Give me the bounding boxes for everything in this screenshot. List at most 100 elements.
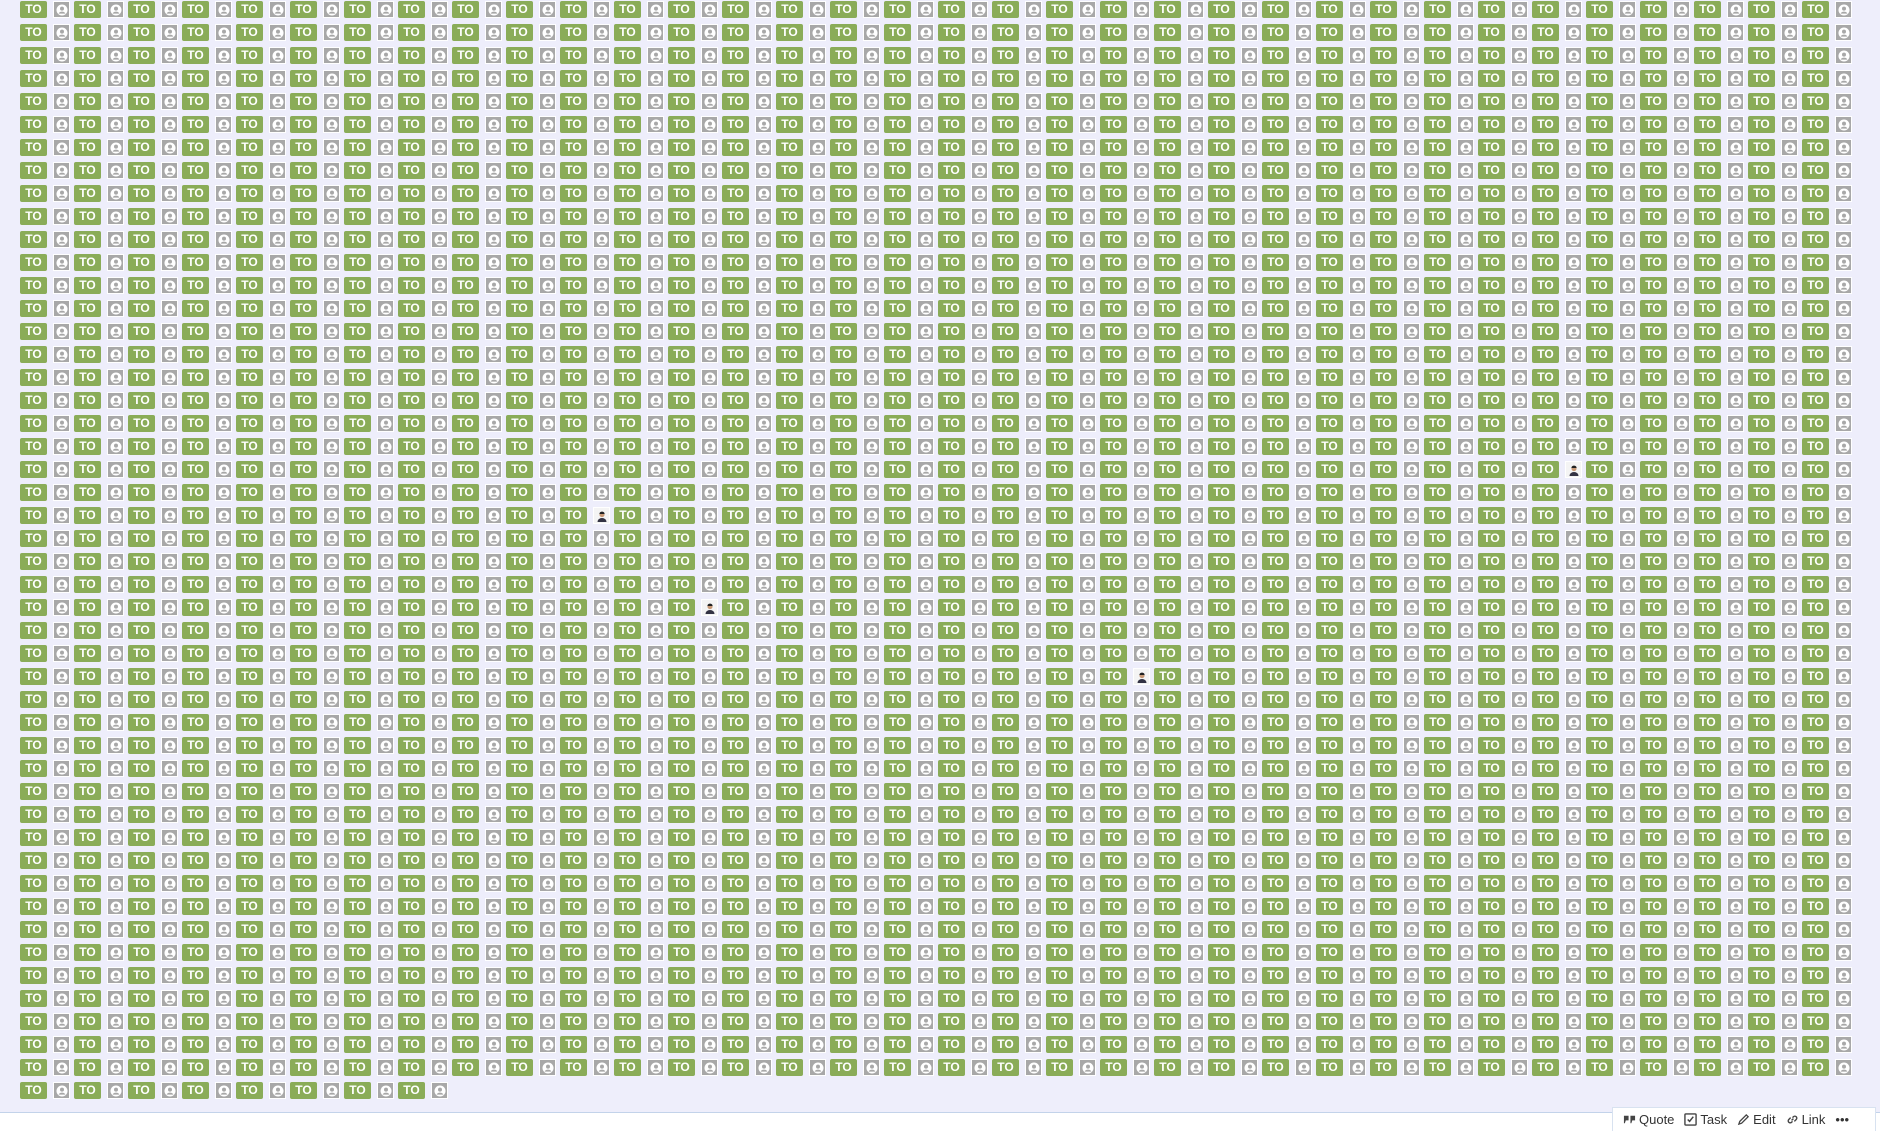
assignee-badge[interactable]: TO <box>1694 691 1721 708</box>
assignee-badge[interactable]: TO <box>1640 162 1667 179</box>
assignee-badge[interactable]: TO <box>1640 507 1667 524</box>
default-avatar-icon[interactable] <box>1781 576 1798 593</box>
default-avatar-icon[interactable] <box>431 852 448 869</box>
default-avatar-icon[interactable] <box>53 1013 70 1030</box>
default-avatar-icon[interactable] <box>377 806 394 823</box>
default-avatar-icon[interactable] <box>863 967 880 984</box>
assignee-badge[interactable]: TO <box>20 553 47 570</box>
default-avatar-icon[interactable] <box>1619 599 1636 616</box>
default-avatar-icon[interactable] <box>53 553 70 570</box>
default-avatar-icon[interactable] <box>1457 875 1474 892</box>
default-avatar-icon[interactable] <box>269 139 286 156</box>
assignee-badge[interactable]: TO <box>1748 783 1775 800</box>
default-avatar-icon[interactable] <box>269 1059 286 1076</box>
assignee-badge[interactable]: TO <box>560 254 587 271</box>
default-avatar-icon[interactable] <box>701 323 718 340</box>
default-avatar-icon[interactable] <box>1781 967 1798 984</box>
default-avatar-icon[interactable] <box>1403 599 1420 616</box>
default-avatar-icon[interactable] <box>269 553 286 570</box>
default-avatar-icon[interactable] <box>1781 346 1798 363</box>
assignee-badge[interactable]: TO <box>1316 185 1343 202</box>
assignee-badge[interactable]: TO <box>992 645 1019 662</box>
assignee-badge[interactable]: TO <box>668 1 695 18</box>
default-avatar-icon[interactable] <box>971 1013 988 1030</box>
default-avatar-icon[interactable] <box>323 461 340 478</box>
assignee-badge[interactable]: TO <box>1802 369 1829 386</box>
default-avatar-icon[interactable] <box>539 990 556 1007</box>
assignee-badge[interactable]: TO <box>614 346 641 363</box>
default-avatar-icon[interactable] <box>1781 70 1798 87</box>
assignee-badge[interactable]: TO <box>1640 829 1667 846</box>
assignee-badge[interactable]: TO <box>1640 760 1667 777</box>
assignee-badge[interactable]: TO <box>830 967 857 984</box>
default-avatar-icon[interactable] <box>647 461 664 478</box>
default-avatar-icon[interactable] <box>1133 93 1150 110</box>
default-avatar-icon[interactable] <box>1619 898 1636 915</box>
assignee-badge[interactable]: TO <box>668 990 695 1007</box>
assignee-badge[interactable]: TO <box>1640 921 1667 938</box>
default-avatar-icon[interactable] <box>1457 668 1474 685</box>
assignee-badge[interactable]: TO <box>128 852 155 869</box>
default-avatar-icon[interactable] <box>1295 300 1312 317</box>
assignee-badge[interactable]: TO <box>20 691 47 708</box>
default-avatar-icon[interactable] <box>863 599 880 616</box>
default-avatar-icon[interactable] <box>539 668 556 685</box>
default-avatar-icon[interactable] <box>1835 484 1852 501</box>
assignee-badge[interactable]: TO <box>1478 231 1505 248</box>
assignee-badge[interactable]: TO <box>1424 691 1451 708</box>
default-avatar-icon[interactable] <box>917 967 934 984</box>
assignee-badge[interactable]: TO <box>1424 806 1451 823</box>
default-avatar-icon[interactable] <box>1349 760 1366 777</box>
default-avatar-icon[interactable] <box>431 944 448 961</box>
default-avatar-icon[interactable] <box>539 622 556 639</box>
assignee-badge[interactable]: TO <box>452 438 479 455</box>
default-avatar-icon[interactable] <box>1781 944 1798 961</box>
default-avatar-icon[interactable] <box>917 898 934 915</box>
default-avatar-icon[interactable] <box>107 714 124 731</box>
default-avatar-icon[interactable] <box>1403 783 1420 800</box>
default-avatar-icon[interactable] <box>1295 208 1312 225</box>
assignee-badge[interactable]: TO <box>1748 967 1775 984</box>
default-avatar-icon[interactable] <box>1187 921 1204 938</box>
default-avatar-icon[interactable] <box>1781 599 1798 616</box>
assignee-badge[interactable]: TO <box>1748 875 1775 892</box>
assignee-badge[interactable]: TO <box>614 875 641 892</box>
assignee-badge[interactable]: TO <box>1640 875 1667 892</box>
default-avatar-icon[interactable] <box>377 369 394 386</box>
assignee-badge[interactable]: TO <box>1586 346 1613 363</box>
assignee-badge[interactable]: TO <box>722 553 749 570</box>
default-avatar-icon[interactable] <box>215 622 232 639</box>
default-avatar-icon[interactable] <box>1295 898 1312 915</box>
assignee-badge[interactable]: TO <box>992 1036 1019 1053</box>
assignee-badge[interactable]: TO <box>452 944 479 961</box>
assignee-badge[interactable]: TO <box>1586 208 1613 225</box>
assignee-badge[interactable]: TO <box>1316 783 1343 800</box>
assignee-badge[interactable]: TO <box>776 599 803 616</box>
default-avatar-icon[interactable] <box>1565 231 1582 248</box>
assignee-badge[interactable]: TO <box>722 24 749 41</box>
assignee-badge[interactable]: TO <box>1532 208 1559 225</box>
default-avatar-icon[interactable] <box>53 599 70 616</box>
assignee-badge[interactable]: TO <box>938 24 965 41</box>
default-avatar-icon[interactable] <box>1565 47 1582 64</box>
assignee-badge[interactable]: TO <box>668 484 695 501</box>
default-avatar-icon[interactable] <box>1295 645 1312 662</box>
default-avatar-icon[interactable] <box>1457 691 1474 708</box>
default-avatar-icon[interactable] <box>53 484 70 501</box>
assignee-badge[interactable]: TO <box>1802 461 1829 478</box>
assignee-badge[interactable]: TO <box>884 300 911 317</box>
default-avatar-icon[interactable] <box>1295 691 1312 708</box>
assignee-badge[interactable]: TO <box>1802 967 1829 984</box>
assignee-badge[interactable]: TO <box>614 254 641 271</box>
default-avatar-icon[interactable] <box>863 714 880 731</box>
default-avatar-icon[interactable] <box>1295 576 1312 593</box>
default-avatar-icon[interactable] <box>1565 392 1582 409</box>
default-avatar-icon[interactable] <box>1727 392 1744 409</box>
default-avatar-icon[interactable] <box>1133 990 1150 1007</box>
assignee-badge[interactable]: TO <box>1208 323 1235 340</box>
default-avatar-icon[interactable] <box>1403 24 1420 41</box>
assignee-badge[interactable]: TO <box>128 346 155 363</box>
assignee-badge[interactable]: TO <box>20 185 47 202</box>
default-avatar-icon[interactable] <box>1727 967 1744 984</box>
default-avatar-icon[interactable] <box>593 737 610 754</box>
